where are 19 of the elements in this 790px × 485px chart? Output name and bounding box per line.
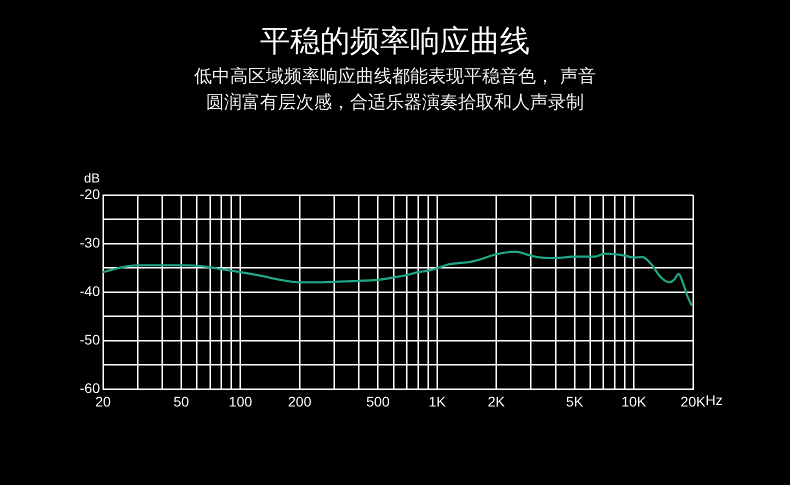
y-tick-label: -50	[80, 331, 100, 348]
y-tick-label: -30	[80, 234, 100, 250]
x-tick-label: 20K	[680, 393, 706, 410]
y-tick-label: -60	[80, 380, 100, 396]
x-tick-label: 200	[288, 393, 312, 410]
x-axis-title: Hz	[705, 392, 723, 408]
x-tick-label: 1K	[428, 393, 446, 410]
x-tick-label: 50	[173, 393, 190, 410]
y-tick-label: -20	[80, 186, 100, 202]
y-tick-label: -40	[80, 282, 100, 299]
x-tick-label: 2K	[488, 393, 506, 410]
x-tick-label: 100	[228, 393, 252, 410]
chart-subtitle: 低中高区域频率响应曲线都能表现平稳音色， 声音圆润富有层次感，合适乐器演奏拾取和人声录制	[193, 65, 597, 115]
x-tick-label: 5K	[566, 393, 584, 410]
y-axis-title: dB	[84, 170, 100, 186]
x-tick-label: 500	[366, 393, 390, 410]
x-tick-label: 20	[95, 393, 111, 410]
chart-title: 平稳的频率响应曲线	[259, 23, 531, 61]
x-tick-label: 10K	[621, 393, 647, 410]
